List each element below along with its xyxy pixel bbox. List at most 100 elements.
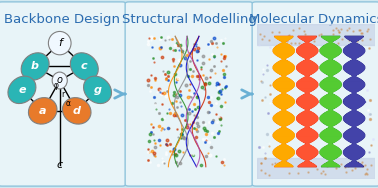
- Polygon shape: [352, 109, 356, 110]
- Polygon shape: [347, 96, 361, 97]
- Polygon shape: [280, 91, 287, 92]
- Polygon shape: [305, 127, 309, 128]
- Polygon shape: [279, 163, 289, 164]
- Polygon shape: [324, 113, 337, 114]
- Polygon shape: [324, 62, 338, 63]
- Polygon shape: [299, 63, 315, 64]
- Polygon shape: [283, 76, 284, 77]
- Polygon shape: [344, 136, 364, 137]
- Polygon shape: [344, 69, 364, 70]
- Polygon shape: [349, 107, 359, 108]
- Polygon shape: [276, 105, 292, 106]
- Polygon shape: [273, 118, 294, 119]
- Polygon shape: [277, 106, 291, 107]
- Polygon shape: [351, 43, 357, 44]
- Polygon shape: [321, 149, 340, 150]
- Polygon shape: [277, 72, 291, 73]
- Polygon shape: [307, 76, 308, 77]
- Polygon shape: [346, 63, 362, 64]
- Polygon shape: [297, 99, 317, 100]
- Polygon shape: [302, 146, 313, 147]
- Polygon shape: [305, 41, 310, 42]
- Polygon shape: [353, 59, 355, 60]
- Polygon shape: [297, 65, 317, 66]
- Polygon shape: [300, 96, 314, 97]
- Polygon shape: [345, 70, 363, 71]
- Polygon shape: [345, 36, 364, 37]
- Polygon shape: [329, 143, 332, 144]
- Polygon shape: [275, 165, 292, 166]
- Polygon shape: [320, 117, 341, 118]
- Polygon shape: [328, 60, 334, 61]
- Polygon shape: [322, 47, 339, 48]
- Polygon shape: [347, 140, 361, 141]
- Polygon shape: [344, 49, 364, 50]
- Polygon shape: [321, 53, 340, 54]
- Polygon shape: [344, 119, 364, 120]
- Polygon shape: [302, 112, 312, 113]
- Polygon shape: [344, 134, 365, 135]
- Polygon shape: [302, 107, 312, 108]
- Polygon shape: [351, 142, 357, 143]
- Polygon shape: [322, 114, 339, 115]
- Polygon shape: [280, 108, 287, 109]
- Polygon shape: [299, 80, 315, 81]
- Polygon shape: [299, 114, 316, 115]
- Polygon shape: [299, 71, 316, 72]
- Polygon shape: [306, 59, 308, 60]
- Polygon shape: [322, 105, 339, 106]
- Polygon shape: [321, 137, 341, 138]
- Polygon shape: [322, 131, 339, 132]
- Polygon shape: [346, 114, 363, 115]
- Polygon shape: [344, 99, 364, 100]
- Polygon shape: [277, 113, 290, 114]
- Polygon shape: [298, 64, 316, 65]
- Polygon shape: [280, 94, 287, 95]
- Polygon shape: [321, 103, 341, 104]
- Polygon shape: [273, 135, 294, 136]
- Polygon shape: [304, 162, 311, 163]
- Polygon shape: [326, 61, 335, 62]
- Polygon shape: [302, 73, 312, 74]
- Polygon shape: [303, 158, 312, 159]
- Polygon shape: [345, 138, 363, 139]
- Polygon shape: [348, 89, 361, 90]
- Polygon shape: [329, 126, 332, 127]
- Polygon shape: [344, 82, 364, 83]
- Polygon shape: [273, 67, 294, 68]
- Polygon shape: [326, 90, 336, 91]
- Polygon shape: [279, 56, 289, 57]
- Text: e: e: [18, 85, 26, 95]
- Polygon shape: [275, 138, 293, 139]
- Polygon shape: [344, 152, 365, 153]
- Polygon shape: [349, 95, 359, 96]
- Polygon shape: [274, 52, 294, 53]
- Polygon shape: [350, 44, 359, 45]
- Polygon shape: [324, 130, 338, 131]
- Polygon shape: [325, 129, 336, 130]
- Polygon shape: [344, 135, 365, 136]
- Polygon shape: [326, 158, 335, 159]
- Ellipse shape: [84, 76, 112, 104]
- Polygon shape: [344, 103, 364, 104]
- Polygon shape: [320, 136, 341, 137]
- Polygon shape: [282, 75, 286, 76]
- Ellipse shape: [28, 98, 57, 124]
- Polygon shape: [304, 77, 310, 78]
- Polygon shape: [324, 106, 338, 107]
- Polygon shape: [350, 57, 358, 58]
- Polygon shape: [273, 68, 294, 69]
- Polygon shape: [344, 120, 364, 121]
- Polygon shape: [321, 69, 341, 70]
- Polygon shape: [352, 127, 356, 128]
- Polygon shape: [274, 82, 294, 83]
- Polygon shape: [321, 154, 341, 155]
- Polygon shape: [297, 69, 317, 70]
- Polygon shape: [345, 155, 363, 156]
- Polygon shape: [321, 132, 340, 133]
- Polygon shape: [297, 119, 318, 120]
- Polygon shape: [301, 140, 314, 141]
- Polygon shape: [346, 156, 362, 157]
- FancyBboxPatch shape: [252, 2, 378, 186]
- Polygon shape: [322, 104, 340, 105]
